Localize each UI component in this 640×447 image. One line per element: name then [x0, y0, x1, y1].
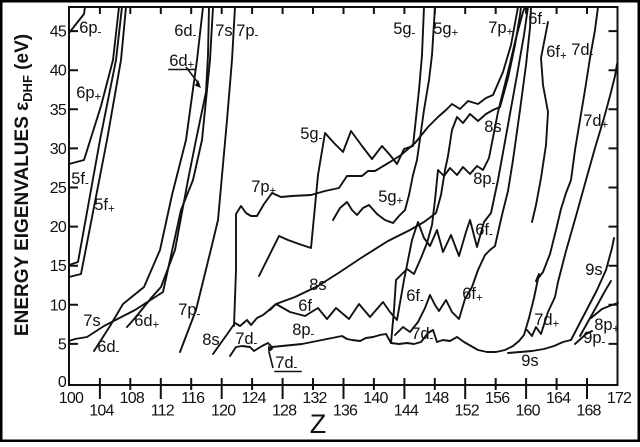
svg-text:152: 152	[455, 403, 480, 420]
svg-text:7p-: 7p-	[178, 301, 200, 321]
svg-text:164: 164	[546, 390, 571, 407]
svg-text:6f-: 6f-	[475, 221, 493, 241]
svg-text:6f-: 6f-	[406, 287, 424, 307]
svg-text:0: 0	[58, 374, 67, 391]
svg-text:120: 120	[211, 403, 236, 420]
svg-text:7d-: 7d-	[411, 325, 433, 345]
svg-text:7s: 7s	[83, 312, 100, 330]
svg-text:168: 168	[576, 403, 601, 420]
svg-text:20: 20	[50, 219, 67, 236]
svg-text:5f-: 5f-	[71, 170, 89, 190]
svg-text:140: 140	[363, 390, 388, 407]
svg-text:8p-: 8p-	[292, 321, 314, 341]
svg-text:9p-: 9p-	[583, 329, 605, 349]
svg-text:136: 136	[333, 403, 358, 420]
svg-text:124: 124	[241, 390, 266, 407]
svg-text:30: 30	[50, 141, 67, 158]
svg-text:8s: 8s	[309, 276, 326, 294]
svg-text:25: 25	[50, 180, 67, 197]
svg-text:100: 100	[59, 390, 84, 407]
svg-text:7p-: 7p-	[236, 22, 258, 42]
svg-text:10: 10	[50, 297, 67, 314]
svg-text:6p-: 6p-	[79, 19, 101, 39]
svg-text:8s: 8s	[202, 331, 219, 349]
svg-text:Z: Z	[310, 409, 327, 439]
svg-text:40: 40	[50, 63, 67, 80]
svg-text:116: 116	[181, 390, 205, 407]
svg-text:35: 35	[50, 102, 67, 119]
svg-text:ENERGY EIGENVALUES εDHF (eV): ENERGY EIGENVALUES εDHF (eV)	[12, 34, 35, 336]
svg-text:9s: 9s	[521, 352, 538, 370]
svg-text:15: 15	[50, 258, 67, 275]
svg-text:6f-: 6f-	[298, 297, 316, 317]
svg-text:5g-: 5g-	[300, 125, 322, 145]
svg-text:144: 144	[394, 403, 419, 420]
svg-text:104: 104	[89, 403, 114, 420]
svg-text:7d-: 7d-	[275, 354, 297, 374]
svg-text:156: 156	[485, 390, 510, 407]
svg-text:9s: 9s	[585, 261, 602, 279]
svg-text:45: 45	[50, 24, 67, 41]
svg-text:5g-: 5g-	[393, 20, 415, 40]
svg-text:160: 160	[515, 403, 540, 420]
svg-text:8p-: 8p-	[473, 170, 495, 190]
svg-text:7d-: 7d-	[571, 41, 593, 61]
svg-text:6d-: 6d-	[174, 22, 196, 42]
svg-text:132: 132	[302, 390, 327, 407]
svg-text:112: 112	[151, 403, 175, 420]
svg-text:6d-: 6d-	[97, 338, 119, 358]
svg-text:5: 5	[58, 336, 67, 353]
svg-text:108: 108	[120, 390, 145, 407]
svg-text:7d-: 7d-	[235, 330, 257, 350]
svg-text:8s: 8s	[484, 118, 501, 136]
svg-text:6f-: 6f-	[528, 10, 546, 30]
svg-text:148: 148	[424, 390, 449, 407]
svg-text:7s: 7s	[215, 22, 232, 40]
svg-text:128: 128	[272, 403, 297, 420]
svg-text:172: 172	[607, 390, 632, 407]
